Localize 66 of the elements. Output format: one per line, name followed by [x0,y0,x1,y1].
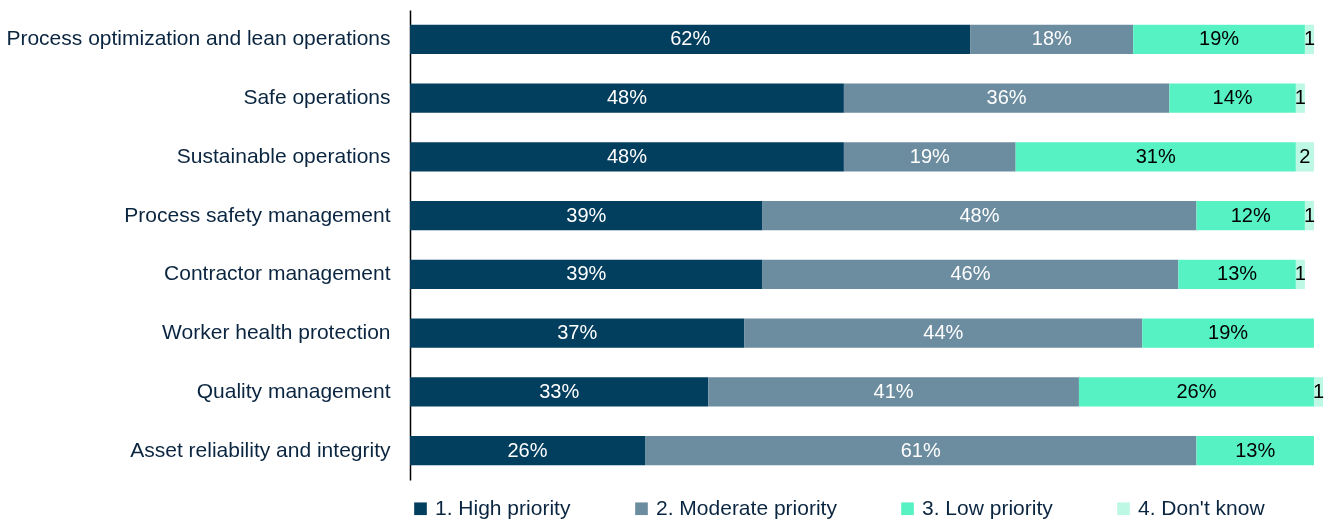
bar [762,200,1197,231]
bar [1169,83,1296,113]
data-label: 48% [606,86,648,109]
data-label: 1 [1303,27,1315,50]
data-label: 61% [900,438,941,461]
y-tick-label: Process optimization and lean operations [6,26,391,50]
data-label: 13% [1217,262,1258,285]
bar [744,318,1143,348]
data-label: 12% [1230,203,1271,226]
data-label: 62% [670,27,711,50]
bar [410,318,745,348]
data-label: 36% [986,86,1027,109]
data-label: 48% [606,144,648,167]
data-label: 1 [1303,203,1315,226]
data-label: 39% [566,262,607,285]
bar [1196,435,1314,466]
data-label: 46% [950,262,991,285]
bar [1142,318,1314,348]
bar [708,377,1079,407]
legend-label: 3. Low priority [922,495,1054,519]
y-tick-label: Safe operations [243,85,391,109]
data-label: 1 [1312,379,1325,402]
bar [1015,142,1296,172]
bar [1196,200,1305,231]
bar [410,200,763,231]
data-label: 26% [1176,379,1217,402]
data-label: 19% [1199,27,1240,50]
bar [762,259,1179,290]
data-label: 19% [1208,321,1249,344]
bar [410,142,844,172]
data-label: 1 [1294,86,1306,109]
legend-label: 1. High priority [435,495,571,519]
y-tick-label: Sustainable operations [176,143,391,167]
legend-label: 2. Moderate priority [656,495,838,519]
y-tick-label: Asset reliability and integrity [130,437,391,461]
data-label: 14% [1212,86,1253,109]
data-label: 19% [909,144,951,167]
data-label: 2 [1299,144,1311,167]
bar [645,435,1197,466]
bar [843,83,1170,113]
data-label: 48% [959,203,1000,226]
bar [970,24,1134,55]
bar [410,83,844,113]
data-label: 1 [1294,262,1306,285]
y-tick-label: Contractor management [164,261,391,285]
bar [410,435,646,466]
data-label: 18% [1031,27,1073,50]
y-tick-label: Worker health protection [162,320,391,344]
y-tick-label: Quality management [196,378,391,402]
data-label: 41% [873,379,914,402]
data-label: 44% [923,321,964,344]
data-label: 39% [566,203,607,226]
bar [1133,24,1305,55]
data-label: 13% [1235,438,1276,461]
data-label: 31% [1135,144,1176,167]
bar [1178,259,1296,290]
bar [410,377,709,407]
bar [410,24,971,55]
y-tick-label: Process safety management [124,202,391,226]
bar [843,142,1016,172]
bar [1078,377,1314,407]
data-label: 26% [507,438,548,461]
data-label: 37% [557,321,598,344]
bar [410,259,763,290]
data-label: 33% [539,379,580,402]
legend-label: 4. Don't know [1138,495,1266,519]
